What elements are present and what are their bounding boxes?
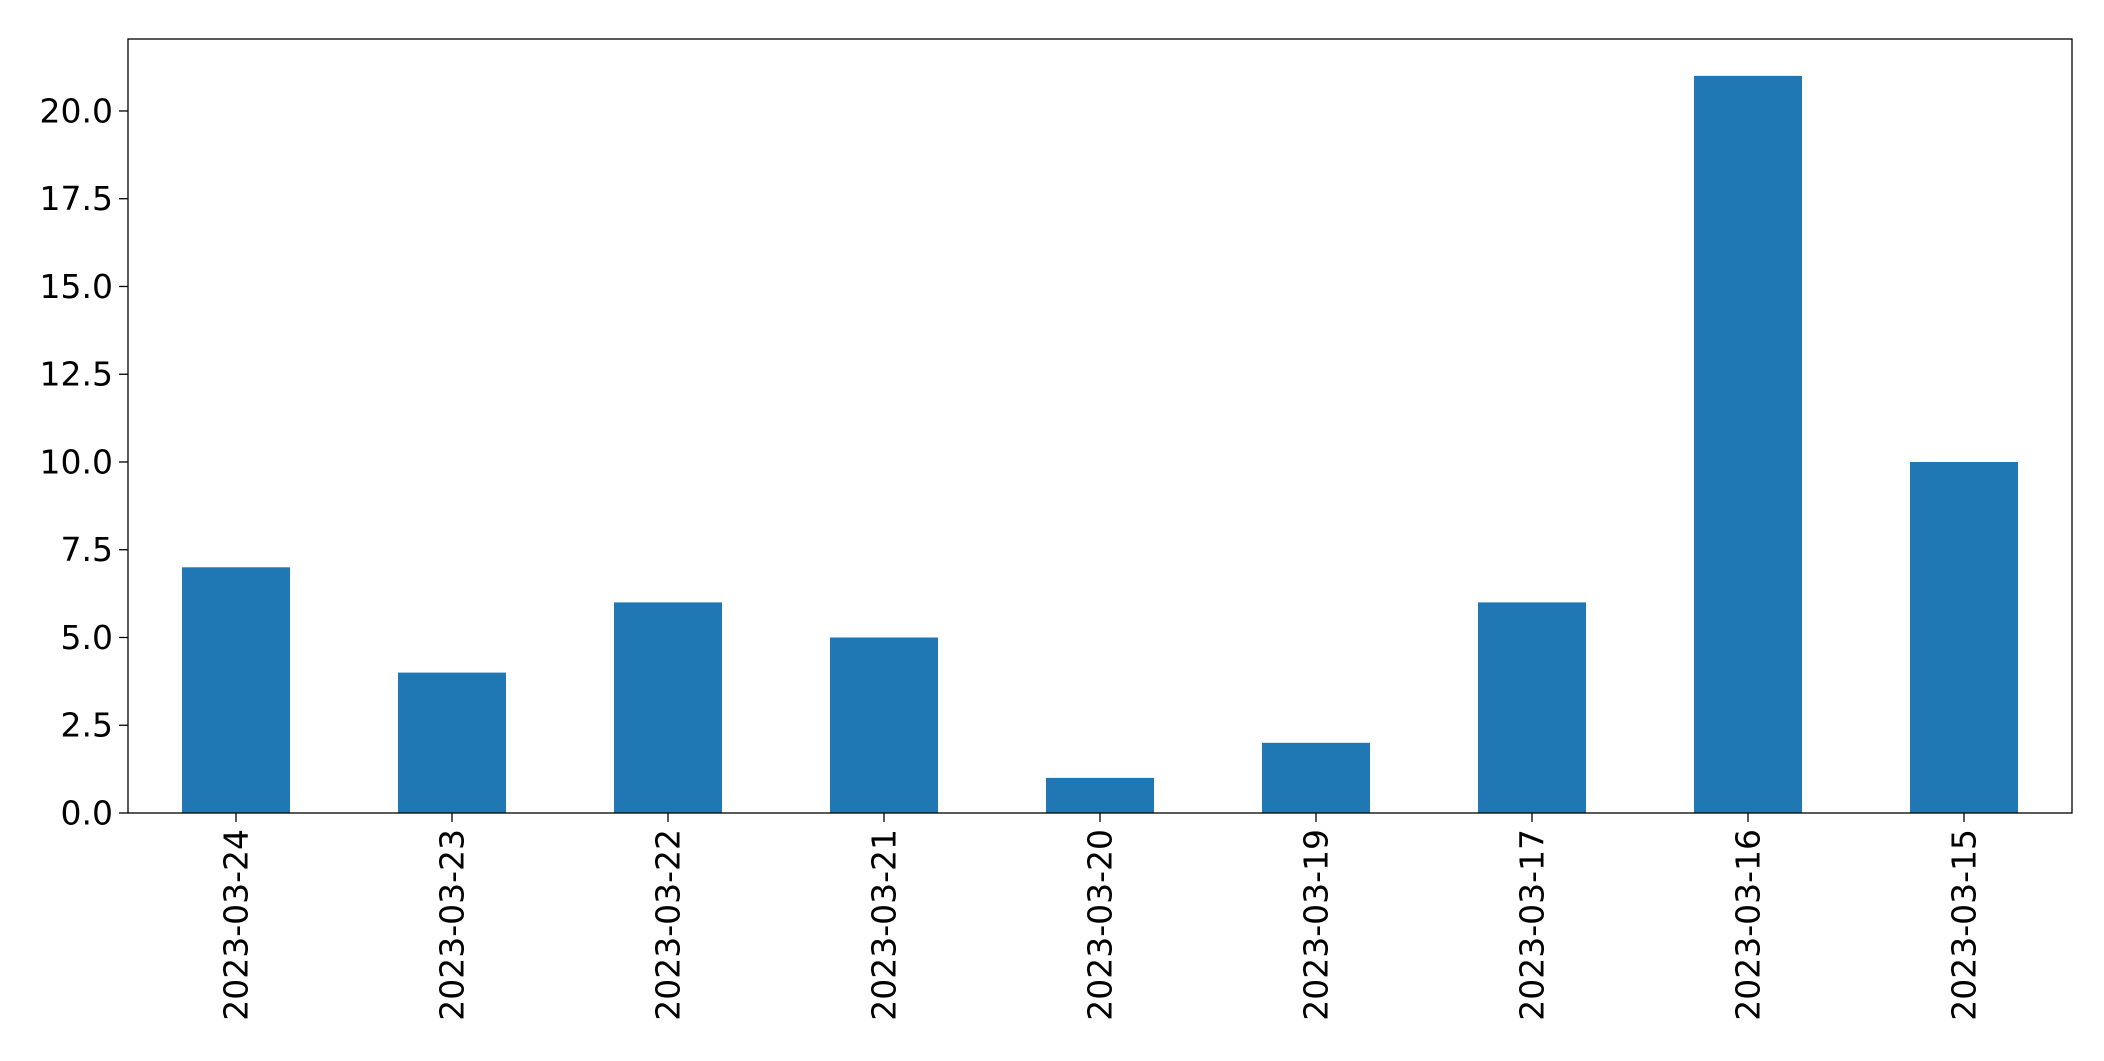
bar-2023-03-19 (1262, 742, 1370, 813)
bar-2023-03-17 (1478, 602, 1586, 813)
y-tick-label: 10.0 (40, 442, 113, 481)
y-tick-label: 12.5 (40, 355, 113, 394)
y-tick-label: 5.0 (61, 618, 113, 657)
bar-2023-03-16 (1694, 75, 1802, 814)
y-tick-label: 7.5 (61, 530, 113, 569)
bar-2023-03-23 (398, 672, 506, 813)
x-tick-label: 2023-03-21 (865, 829, 904, 1021)
x-tick-label: 2023-03-23 (433, 829, 472, 1021)
y-tick-label: 2.5 (61, 706, 113, 745)
x-tick-label: 2023-03-17 (1513, 829, 1552, 1021)
bar-2023-03-21 (830, 637, 938, 813)
x-tick-label: 2023-03-22 (649, 829, 688, 1021)
bar-2023-03-15 (1910, 461, 2018, 813)
y-tick-label: 20.0 (40, 91, 113, 130)
bar-2023-03-22 (614, 602, 722, 813)
x-tick-label: 2023-03-20 (1081, 829, 1120, 1021)
x-tick-label: 2023-03-15 (1945, 829, 1984, 1021)
bar-2023-03-24 (182, 567, 290, 813)
y-axis: 0.0 2.5 5.0 7.5 10.0 12.5 15.0 17.5 20.0 (40, 91, 128, 833)
x-tick-label: 2023-03-19 (1297, 829, 1336, 1021)
x-axis: 2023-03-24 2023-03-23 2023-03-22 2023-03-21… (217, 813, 1984, 1021)
y-tick-label: 17.5 (40, 179, 113, 218)
plot-frame (127, 38, 2073, 814)
x-tick-label: 2023-03-24 (217, 829, 256, 1021)
x-tick-label: 2023-03-16 (1729, 829, 1768, 1021)
bar-2023-03-20 (1046, 777, 1154, 813)
y-tick-label: 15.0 (40, 267, 113, 306)
bars-layer (182, 75, 2018, 814)
y-tick-label: 0.0 (61, 794, 113, 833)
